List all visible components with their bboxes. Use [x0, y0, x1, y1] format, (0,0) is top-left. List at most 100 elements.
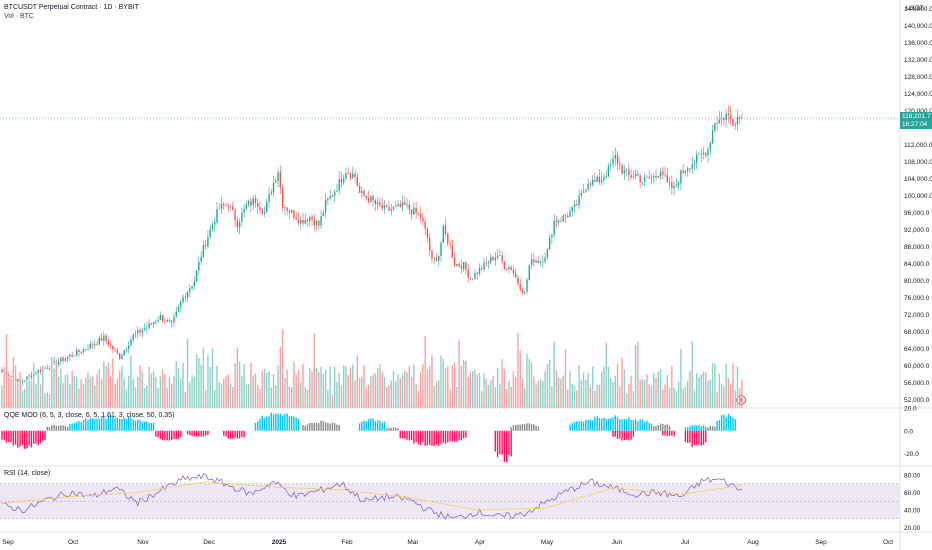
qqe-bar	[503, 430, 506, 462]
volume-bar	[648, 384, 650, 408]
qqe-bar	[582, 421, 585, 431]
qqe-bar	[48, 426, 51, 431]
qqe-bar	[496, 430, 499, 458]
qqe-bar	[637, 421, 639, 431]
volume-bar	[732, 363, 734, 408]
qqe-bar	[573, 421, 576, 431]
qqe-bar	[671, 430, 673, 436]
candle-body	[548, 237, 551, 249]
qqe-bar	[30, 430, 33, 448]
candle-body	[723, 118, 725, 121]
rsi-legend[interactable]: RSI (14, close)	[4, 470, 51, 477]
candle-body	[551, 234, 553, 238]
qqe-bar	[426, 430, 429, 446]
qqe-bar	[453, 430, 456, 442]
qqe-bar	[664, 430, 666, 436]
candle-body	[340, 179, 343, 183]
candle-body	[356, 176, 358, 187]
candle-body	[453, 257, 456, 266]
qqe-bar	[693, 430, 696, 446]
qqe-bar	[512, 425, 515, 431]
candle-body	[501, 255, 503, 262]
qqe-bar	[610, 418, 612, 431]
qqe-bar	[367, 419, 370, 431]
qqe-bar	[338, 425, 340, 431]
volume-bar	[438, 380, 440, 408]
candle-body	[241, 212, 243, 222]
volume-bar	[66, 374, 69, 408]
qqe-bar	[438, 430, 440, 446]
volume-bar	[399, 378, 401, 408]
qqe-bar	[668, 430, 671, 436]
volume-bar	[666, 374, 669, 408]
candle-body	[628, 169, 630, 176]
candle-body	[429, 237, 431, 251]
volume-bar	[107, 362, 110, 408]
qqe-bar	[331, 422, 334, 431]
volume-bar	[193, 376, 196, 408]
qqe-bar	[121, 419, 123, 431]
qqe-bar	[89, 418, 91, 431]
volume-bar	[646, 374, 648, 408]
qqe-bar	[449, 430, 451, 442]
symbol-legend[interactable]: BTCUSDT Perpetual Contract · 1D · BYBIT	[4, 4, 139, 11]
qqe-bar	[696, 430, 698, 445]
volume-bar	[75, 377, 78, 408]
volume-bar	[57, 376, 60, 408]
qqe-bar	[607, 418, 610, 431]
candle-body	[60, 357, 62, 362]
volume-bar	[718, 373, 721, 408]
candle-body	[313, 219, 315, 226]
candle-body	[105, 335, 107, 341]
candle-body	[659, 171, 662, 177]
price-tick-label: 64,000.0	[904, 346, 930, 353]
volume-bar	[739, 388, 741, 408]
volume-bar	[125, 389, 128, 408]
volume-bar	[311, 371, 313, 408]
volume-legend[interactable]: Vol · BTC	[4, 13, 34, 20]
qqe-bar	[238, 430, 241, 439]
qqe-bar	[401, 430, 404, 439]
volume-bar	[361, 376, 363, 408]
volume-bar	[35, 383, 37, 408]
qqe-bar	[410, 430, 413, 441]
volume-bar	[261, 370, 263, 408]
volume-bar	[318, 372, 320, 408]
price-tick-label: 100,000.0	[904, 193, 932, 200]
volume-bar	[557, 377, 560, 408]
qqe-bar	[125, 419, 128, 431]
candle-body	[444, 225, 447, 234]
volume-bar	[365, 387, 368, 408]
time-tick-label: 2025	[272, 539, 287, 546]
volume-bar	[272, 373, 275, 408]
qqe-bar	[691, 430, 693, 448]
volume-bar	[741, 379, 743, 408]
candle-body	[297, 219, 300, 224]
qqe-bar	[370, 418, 372, 431]
volume-bar	[632, 391, 635, 408]
volume-bar	[462, 359, 465, 408]
volume-bar	[302, 363, 304, 408]
volume-bar	[607, 366, 610, 408]
qqe-legend[interactable]: QQE MOD (6, 5, 3, close, 6, 5, 1.61, 3, …	[4, 412, 175, 419]
qqe-bar	[155, 430, 157, 437]
candle-body	[347, 173, 349, 174]
volume-bar	[696, 373, 698, 408]
qqe-bar	[94, 418, 96, 431]
candle-body	[465, 262, 467, 270]
candle-body	[209, 228, 211, 238]
candle-body	[207, 237, 209, 247]
qqe-bar	[465, 430, 467, 438]
qqe-bar	[288, 416, 291, 431]
candle-body	[327, 198, 329, 201]
volume-bar	[386, 387, 388, 408]
candle-body	[130, 339, 132, 346]
candle-body	[186, 291, 189, 298]
volume-bar	[14, 365, 17, 408]
qqe-bar	[313, 422, 315, 431]
volume-bar	[48, 393, 51, 408]
candle-body	[390, 209, 392, 211]
volume-bar	[112, 358, 114, 408]
price-pane[interactable]	[0, 105, 900, 405]
